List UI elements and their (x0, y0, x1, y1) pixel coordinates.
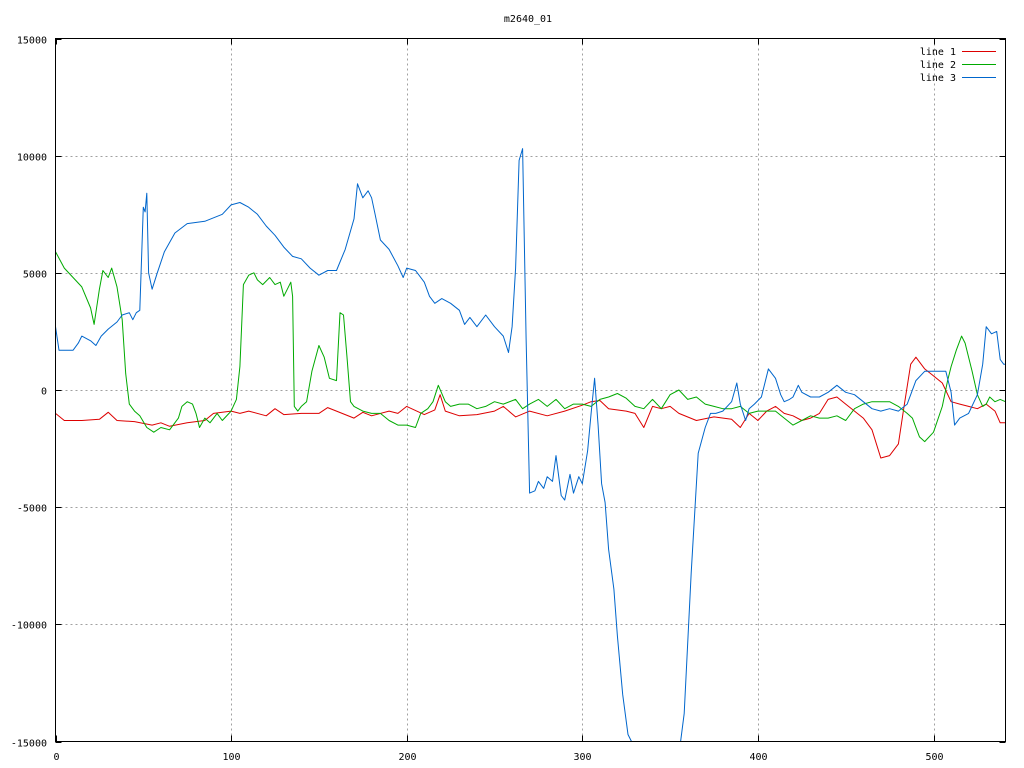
x-tick-label: 500 (925, 752, 943, 763)
legend-label-3: line 3 (920, 73, 956, 84)
series-line-1 (55, 356, 1006, 459)
x-tick-label: 400 (749, 752, 767, 763)
x-tick-label: 300 (573, 752, 591, 763)
x-tick-label: 100 (222, 752, 240, 763)
series-line-2 (55, 251, 1006, 443)
legend-label-1: line 1 (920, 47, 956, 58)
chart-title: m2640_01 (504, 14, 552, 25)
legend-label-2: line 2 (920, 60, 956, 71)
x-tick-label: 200 (398, 752, 416, 763)
series-layer (55, 148, 1006, 742)
series-line-3 (55, 148, 1006, 742)
y-tick-label: 0 (41, 387, 47, 398)
y-tick-label: -15000 (11, 739, 47, 750)
grid-layer (55, 38, 1006, 742)
y-tick-label: 15000 (17, 36, 47, 47)
y-tick-label: -10000 (11, 621, 47, 632)
legend: line 1 line 2 line 3 (920, 47, 996, 84)
tick-layer: 0 100 200 300 400 500 -15000 -10000 -5000 0 5000 10… (11, 36, 1006, 763)
y-tick-label: 10000 (17, 153, 47, 164)
x-tick-label: 0 (53, 752, 59, 763)
y-tick-label: 5000 (23, 270, 47, 281)
y-tick-label: -5000 (17, 504, 47, 515)
